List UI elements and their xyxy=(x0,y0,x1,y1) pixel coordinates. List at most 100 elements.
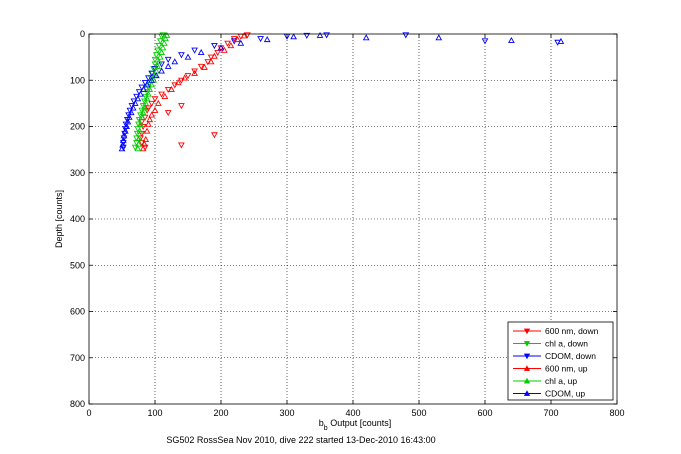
data-point xyxy=(160,39,168,46)
data-point xyxy=(174,79,182,86)
data-point xyxy=(162,35,169,42)
data-point xyxy=(119,136,127,143)
data-point xyxy=(154,62,162,69)
data-point xyxy=(171,58,179,65)
data-point xyxy=(184,73,192,80)
data-point xyxy=(145,120,152,127)
data-point xyxy=(240,32,248,39)
data-point xyxy=(125,113,133,120)
x-tick-label: 400 xyxy=(345,408,360,418)
data-point xyxy=(148,81,156,88)
axis-ticks: 0 100 200 300 400 500 600 700 800010020030040050… xyxy=(70,29,625,418)
data-point xyxy=(152,52,160,59)
data-point xyxy=(120,132,128,139)
data-point xyxy=(191,68,198,75)
data-point xyxy=(159,32,167,39)
data-point xyxy=(402,32,410,39)
x-tick-label: 0 xyxy=(86,408,91,418)
y-axis-label: Depth [counts] xyxy=(54,190,64,248)
x-axis-label: bb Output [counts] xyxy=(319,418,391,432)
x-tick-label: 100 xyxy=(147,408,162,418)
data-point xyxy=(178,142,185,149)
y-tick-label: 0 xyxy=(80,29,85,39)
data-point xyxy=(158,48,165,56)
data-point xyxy=(244,32,251,39)
data-point xyxy=(134,95,142,102)
y-tick-label: 400 xyxy=(70,214,85,224)
data-point xyxy=(127,109,135,116)
data-point xyxy=(145,75,152,82)
data-point xyxy=(140,85,148,93)
legend-label: chl a, up xyxy=(545,376,577,386)
legend-marker xyxy=(523,390,531,396)
x-tick-label: 300 xyxy=(279,408,294,418)
data-point xyxy=(123,122,130,130)
data-point xyxy=(142,99,150,106)
data-point xyxy=(143,127,151,134)
data-point xyxy=(171,82,179,89)
data-point xyxy=(168,85,175,93)
data-point xyxy=(145,90,152,97)
y-tick-label: 800 xyxy=(70,399,85,409)
legend-label: CDOM, up xyxy=(545,389,585,399)
data-point xyxy=(146,85,154,93)
data-point xyxy=(227,42,235,49)
data-point xyxy=(164,56,172,63)
series-4 xyxy=(134,31,171,152)
data-point xyxy=(435,34,443,41)
data-point xyxy=(154,99,162,106)
data-point xyxy=(135,140,142,147)
data-point xyxy=(135,134,143,141)
data-point xyxy=(156,38,164,45)
data-point xyxy=(143,95,151,102)
data-point xyxy=(133,130,141,137)
legend-entry: 600 nm, down xyxy=(513,326,599,336)
data-point xyxy=(164,62,172,69)
data-point xyxy=(159,44,167,51)
data-point xyxy=(508,36,515,44)
data-point xyxy=(158,91,165,98)
data-point xyxy=(131,99,139,106)
legend-marker xyxy=(523,328,531,335)
data-point xyxy=(148,100,156,107)
series-5 xyxy=(118,31,565,152)
data-point xyxy=(211,132,218,139)
data-point xyxy=(557,37,565,44)
x-tick-label: 800 xyxy=(609,408,624,418)
y-tick-label: 200 xyxy=(70,122,85,132)
data-point xyxy=(178,77,185,84)
data-point xyxy=(139,123,147,131)
data-point xyxy=(191,47,198,54)
data-point xyxy=(201,63,208,70)
data-point xyxy=(119,141,127,148)
data-point xyxy=(323,32,330,39)
data-point xyxy=(181,74,189,81)
data-point xyxy=(142,135,150,142)
data-point xyxy=(178,52,185,59)
data-point xyxy=(148,70,156,77)
legend-label: chl a, down xyxy=(545,339,588,349)
data-point xyxy=(161,92,169,99)
legend-marker xyxy=(523,365,531,371)
data-point xyxy=(224,40,231,47)
y-tick-label: 100 xyxy=(70,75,85,85)
data-point xyxy=(129,104,137,111)
data-point xyxy=(136,127,144,134)
legend-label: 600 nm, down xyxy=(545,326,599,336)
data-point xyxy=(145,105,152,112)
data-point xyxy=(139,145,147,152)
y-tick-label: 700 xyxy=(70,353,85,363)
legend: 600 nm, down chl a, down CDOM, down 600 nm,… xyxy=(507,321,614,401)
data-point xyxy=(290,33,297,40)
data-point xyxy=(184,53,192,60)
data-point xyxy=(148,111,156,118)
data-point xyxy=(151,96,159,103)
data-point xyxy=(234,36,241,43)
data-point xyxy=(191,69,198,76)
legend-marker xyxy=(523,353,531,360)
data-point xyxy=(135,117,143,124)
data-point xyxy=(158,67,165,74)
data-point xyxy=(146,116,154,123)
x-tick-label: 700 xyxy=(543,408,558,418)
